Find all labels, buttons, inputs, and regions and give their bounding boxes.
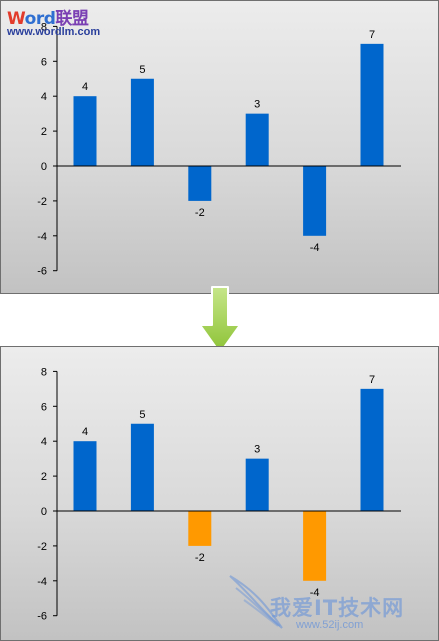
logo-text-lianmeng: 联盟 — [55, 9, 89, 29]
y-tick-label: 2 — [41, 471, 47, 483]
data-label-1: 4 — [82, 426, 88, 438]
y-tick-label: 2 — [41, 126, 47, 138]
y-tick-label: 0 — [41, 161, 47, 173]
logo-url: www.wordlm.com — [7, 26, 101, 38]
bar-5 — [303, 511, 327, 581]
chart-panel-after: -6 -4 -2 0 2 4 6 8 4 5 -2 3 -4 7 — [0, 346, 439, 641]
y-tick-label: 4 — [41, 91, 47, 103]
y-tick-label: -6 — [37, 611, 47, 623]
y-tick-label: 6 — [41, 401, 47, 413]
data-label-4: 3 — [254, 444, 260, 456]
y-tick-label: -4 — [37, 576, 47, 588]
bar-5 — [303, 166, 327, 236]
watermark-text: 我爱IT技术网 — [270, 596, 405, 620]
data-label-4: 3 — [254, 99, 260, 111]
bar-chart-after: -6 -4 -2 0 2 4 6 8 4 5 -2 3 -4 7 — [37, 366, 401, 623]
down-arrow-icon — [199, 286, 241, 354]
y-tick-label: -4 — [37, 231, 47, 243]
data-label-1: 4 — [82, 81, 88, 93]
logo-text-ord: ord — [24, 9, 56, 29]
logo-letter-w: W — [7, 9, 25, 29]
data-label-6: 7 — [369, 374, 375, 386]
data-label-3: -2 — [195, 552, 205, 564]
bar-6 — [360, 43, 384, 166]
bar-2 — [130, 78, 154, 166]
bar-1 — [73, 96, 97, 166]
y-tick-label: -2 — [37, 541, 47, 553]
bar-2 — [130, 423, 154, 511]
data-label-2: 5 — [139, 409, 145, 421]
data-label-6: 7 — [369, 29, 375, 41]
y-tick-label: -2 — [37, 196, 47, 208]
watermark-wings-icon — [229, 575, 283, 629]
bar-3 — [188, 511, 212, 546]
watermark-url: www.52ij.com — [296, 619, 364, 631]
y-tick-label: 8 — [41, 366, 47, 378]
bar-6 — [360, 388, 384, 511]
data-label-3: -2 — [195, 207, 205, 219]
y-tick-label: 6 — [41, 56, 47, 68]
bar-4 — [245, 113, 269, 166]
y-tick-label: 8 — [41, 21, 47, 33]
bar-1 — [73, 441, 97, 511]
y-tick-label: 0 — [41, 506, 47, 518]
bar-4 — [245, 458, 269, 511]
y-tick-label: -6 — [37, 266, 47, 278]
bar-chart-before: -6 -4 -2 0 2 4 6 8 4 5 -2 3 -4 7 — [37, 21, 401, 278]
chart-panel-before: -6 -4 -2 0 2 4 6 8 4 5 -2 3 -4 7 Word联盟 www.wordlm.co… — [0, 0, 439, 294]
data-label-5: -4 — [310, 587, 320, 599]
data-label-5: -4 — [310, 242, 320, 254]
bar-3 — [188, 166, 212, 201]
data-label-2: 5 — [139, 64, 145, 76]
y-tick-label: 4 — [41, 436, 47, 448]
wordlm-logo: Word联盟 — [7, 4, 89, 29]
